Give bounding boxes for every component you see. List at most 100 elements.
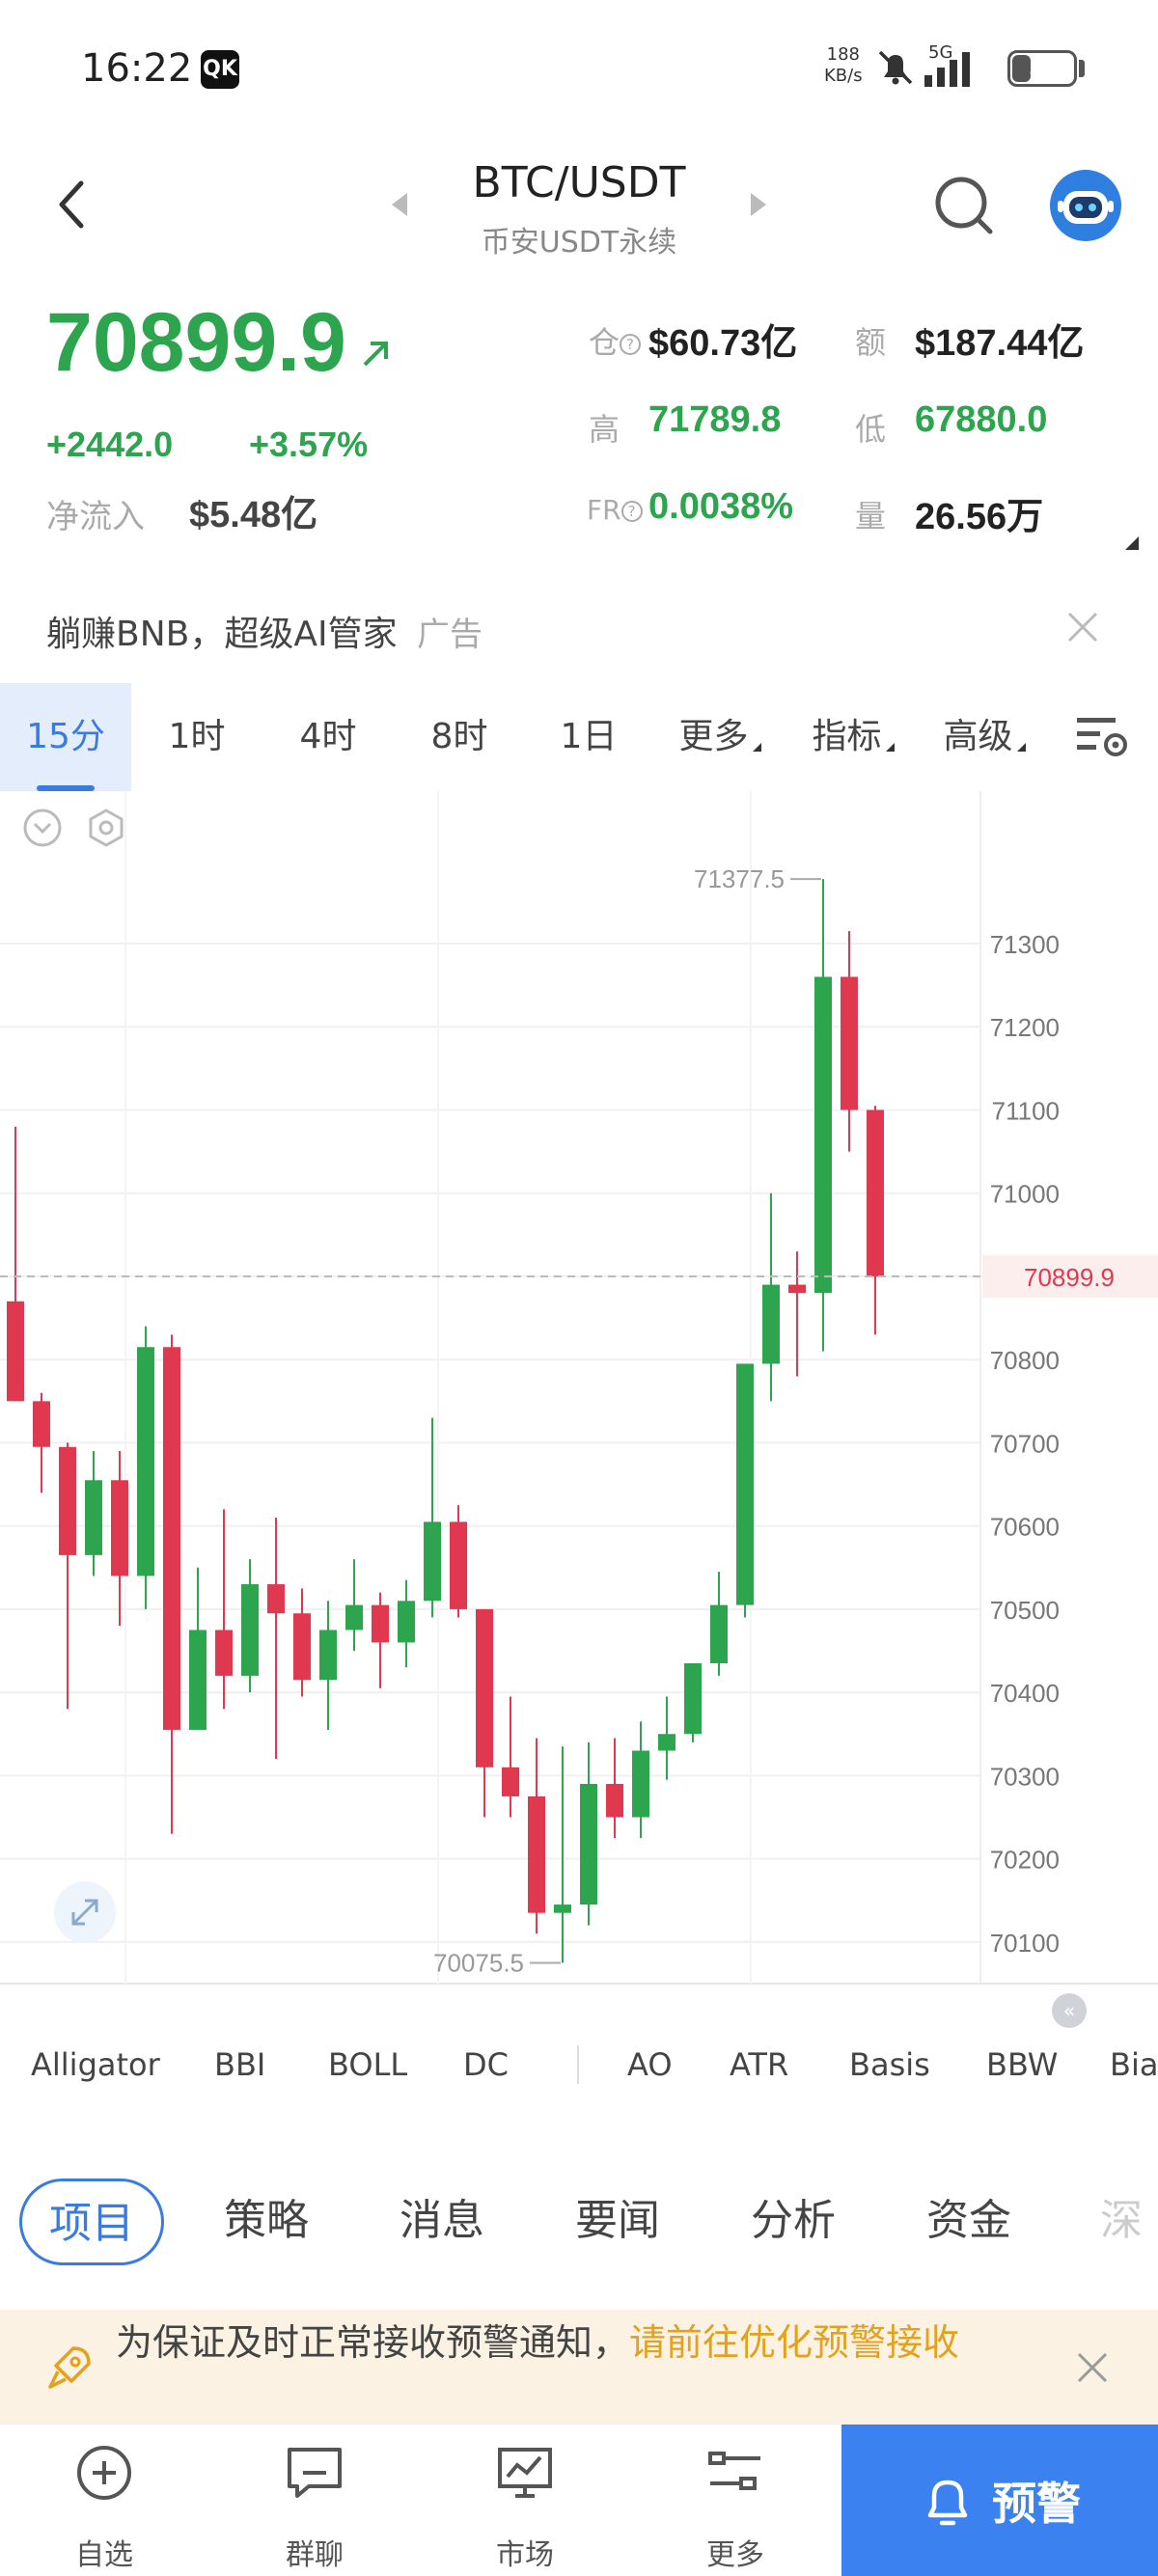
candle-body — [658, 1734, 676, 1751]
tab-indicators[interactable]: 指标 — [787, 683, 919, 791]
next-pair-icon[interactable] — [749, 191, 768, 218]
indicator-ao[interactable]: AO — [627, 2046, 673, 2083]
tab-strategy[interactable]: 策略 — [224, 2196, 309, 2245]
open-interest-label-text: 仓 — [589, 324, 620, 361]
optimize-alert-link[interactable]: 请前往优化预警接收 — [629, 2321, 960, 2364]
tab-more[interactable]: 更多 — [652, 683, 787, 791]
battery-level: 30 — [1029, 56, 1056, 80]
alert-banner: 为保证及时正常接收预警通知，请前往优化预警接收 — [0, 2310, 1158, 2424]
chart-gear-icon[interactable] — [89, 808, 124, 847]
nav-label: 群聊 — [286, 2538, 344, 2572]
indicator-bias[interactable]: Bias — [1110, 2046, 1158, 2083]
volume-amount-value: $187.44亿 — [915, 323, 1085, 364]
funding-rate-label[interactable]: FR? — [587, 494, 645, 526]
price-alert-button[interactable]: 预警 — [841, 2425, 1158, 2576]
y-tick-label: 70600 — [990, 1513, 1060, 1542]
y-tick-label: 70300 — [990, 1762, 1060, 1791]
fullscreen-expand-icon[interactable] — [54, 1881, 116, 1943]
pair-title[interactable]: BTC/USDT — [472, 158, 686, 207]
candle-body — [476, 1608, 493, 1768]
price-change: +2442.0 — [46, 425, 174, 464]
y-tick-label: 71200 — [990, 1013, 1060, 1042]
robot-avatar-icon[interactable] — [1050, 170, 1121, 241]
chart-settings-icon[interactable] — [1077, 714, 1131, 760]
candlestick-chart[interactable]: 7130071200711007100070900708007070070600… — [0, 791, 1158, 1997]
section-tabs: 项目 策略 消息 要闻 分析 资金 深 — [0, 2179, 1158, 2265]
y-tick-label: 70500 — [990, 1596, 1060, 1625]
low-value: 67880.0 — [915, 399, 1048, 440]
nav-watchlist[interactable]: 自选 — [27, 2425, 181, 2576]
candle-body — [59, 1446, 76, 1555]
candle-body — [554, 1905, 571, 1913]
help-icon[interactable]: ? — [620, 501, 643, 522]
prev-pair-icon[interactable] — [390, 191, 409, 218]
indicator-atr[interactable]: ATR — [730, 2046, 789, 2083]
signal-strength-icon — [924, 52, 970, 87]
candle-body — [580, 1784, 597, 1905]
network-speed-unit: KB/s — [824, 66, 863, 86]
candle-body — [632, 1750, 649, 1818]
kline-chart[interactable]: 7130071200711007100070900708007070070600… — [0, 791, 1158, 2028]
netflow-label: 净流入 — [46, 498, 145, 536]
network-type: 5G — [928, 42, 953, 63]
nav-group-chat[interactable]: 群聊 — [237, 2425, 392, 2576]
y-tick-label: 71000 — [990, 1180, 1060, 1209]
tab-15m[interactable]: 15分 — [0, 683, 131, 791]
indicator-basis[interactable]: Basis — [849, 2046, 930, 2083]
battery-cap — [1079, 60, 1085, 77]
tab-depth[interactable]: 深 — [1100, 2196, 1143, 2245]
tab-label: 更多 — [678, 717, 749, 756]
y-tick-label: 71100 — [992, 1096, 1060, 1125]
candle-body — [788, 1284, 806, 1294]
tab-headlines[interactable]: 要闻 — [575, 2196, 660, 2245]
divider — [577, 2045, 579, 2084]
tab-advanced[interactable]: 高级 — [919, 683, 1050, 791]
candle-body — [606, 1784, 623, 1818]
y-tick-label: 70400 — [990, 1679, 1060, 1708]
search-icon[interactable] — [932, 174, 996, 237]
nav-more[interactable]: 更多 — [658, 2425, 813, 2576]
candle-body — [762, 1284, 780, 1364]
x-tick-label: 12:00 — [406, 1995, 469, 1997]
indicator-bbw[interactable]: BBW — [986, 2046, 1059, 2083]
tab-analysis[interactable]: 分析 — [751, 2196, 836, 2245]
open-interest-label[interactable]: 仓? — [589, 318, 643, 363]
close-icon[interactable] — [1075, 2350, 1110, 2385]
scroll-to-latest-icon[interactable]: « — [1052, 1993, 1087, 2028]
indicator-dc[interactable]: DC — [463, 2046, 509, 2083]
indicator-alligator[interactable]: Alligator — [31, 2046, 160, 2083]
volume-value: 26.56万 — [915, 497, 1044, 537]
last-price: 70899.9 — [46, 296, 346, 389]
y-tick-label: 70700 — [990, 1429, 1060, 1458]
caret-icon — [885, 743, 895, 752]
help-icon[interactable]: ? — [620, 334, 642, 355]
indicator-boll[interactable]: BOLL — [328, 2046, 408, 2083]
candle-body — [502, 1767, 519, 1796]
tab-1d[interactable]: 1日 — [560, 717, 618, 756]
tab-8h[interactable]: 8时 — [430, 717, 488, 756]
tab-1h[interactable]: 1时 — [168, 717, 226, 756]
indicator-bbi[interactable]: BBI — [214, 2046, 266, 2083]
ad-text[interactable]: 躺赚BNB，超级AI管家 — [46, 615, 398, 654]
tab-funds[interactable]: 资金 — [926, 2196, 1011, 2245]
netflow-value: $5.48亿 — [189, 495, 318, 535]
nav-market[interactable]: 市场 — [448, 2425, 602, 2576]
tab-4h[interactable]: 4时 — [299, 717, 357, 756]
expand-stats-indicator[interactable] — [1125, 536, 1139, 550]
funding-rate-label-text: FR — [587, 494, 621, 526]
candle-body — [867, 1110, 884, 1276]
tab-news[interactable]: 消息 — [400, 2196, 484, 2245]
candle-body — [241, 1584, 259, 1676]
candle-body — [85, 1480, 102, 1555]
candle-body — [528, 1795, 545, 1913]
tab-label: 高级 — [943, 717, 1013, 756]
tab-project[interactable]: 项目 — [19, 2179, 164, 2265]
active-tab-underline — [37, 785, 95, 791]
collapse-icon[interactable] — [23, 808, 62, 847]
candle-body — [450, 1521, 467, 1609]
back-arrow-icon[interactable] — [48, 174, 96, 235]
low-label: 低 — [855, 411, 887, 448]
close-icon[interactable] — [1065, 610, 1100, 644]
chart-tools — [23, 808, 124, 847]
price-change-percent: +3.57% — [249, 425, 369, 464]
